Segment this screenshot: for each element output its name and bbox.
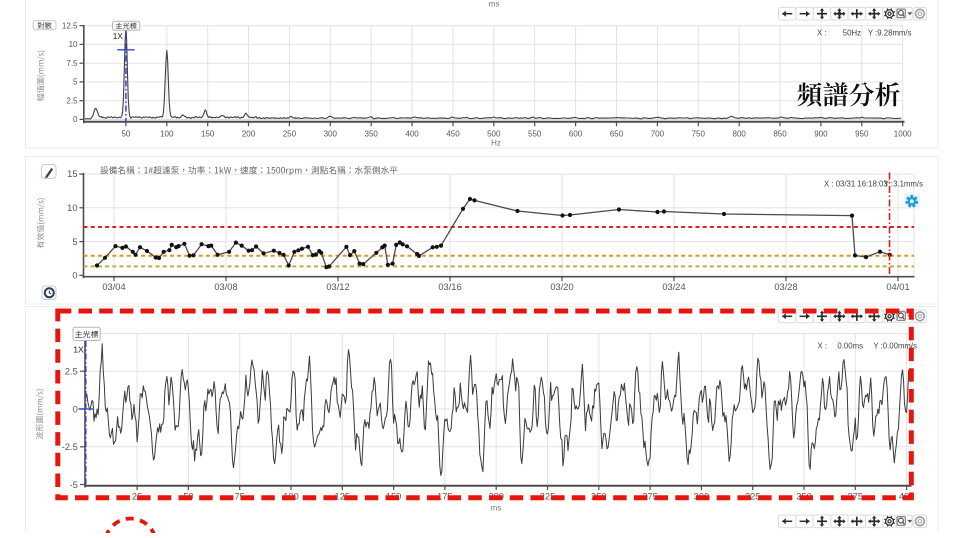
svg-text:275: 275 (642, 492, 658, 502)
svg-text:150: 150 (201, 129, 215, 138)
svg-text:03/08: 03/08 (214, 282, 237, 292)
svg-text:250: 250 (283, 129, 297, 138)
svg-text:0: 0 (73, 115, 78, 124)
svg-text:700: 700 (651, 129, 665, 138)
svg-text:2.5: 2.5 (65, 367, 78, 377)
svg-text:75: 75 (235, 492, 245, 502)
svg-text:300: 300 (324, 129, 338, 138)
svg-text:50Hz: 50Hz (843, 29, 861, 38)
svg-text:03/24: 03/24 (662, 282, 685, 292)
svg-text:15: 15 (67, 169, 77, 179)
svg-text:Y :0.00mm/s: Y :0.00mm/s (873, 341, 917, 350)
svg-text:5: 5 (72, 237, 77, 247)
svg-text:10: 10 (69, 40, 78, 49)
svg-text:650: 650 (610, 129, 624, 138)
svg-text:1X: 1X (113, 32, 124, 41)
svg-text:ms: ms (489, 0, 500, 9)
svg-text:400: 400 (405, 129, 419, 138)
svg-text:950: 950 (855, 129, 869, 138)
svg-text:125: 125 (335, 492, 351, 502)
svg-text:2.5: 2.5 (66, 97, 78, 106)
svg-text:900: 900 (814, 129, 828, 138)
svg-text:X :: X : (817, 29, 827, 38)
svg-text:0: 0 (72, 271, 77, 281)
svg-text:-2.5: -2.5 (62, 442, 78, 452)
svg-text:5: 5 (73, 78, 78, 87)
svg-text:03/28: 03/28 (774, 282, 797, 292)
svg-text:1X: 1X (73, 345, 84, 355)
svg-text:03/12: 03/12 (326, 282, 349, 292)
svg-text:12.5: 12.5 (62, 22, 78, 31)
svg-text:04/01: 04/01 (886, 282, 909, 292)
svg-text:600: 600 (569, 129, 583, 138)
svg-text:500: 500 (487, 129, 501, 138)
svg-text:Y :9.28mm/s: Y :9.28mm/s (868, 29, 912, 38)
svg-text:Y :3.1mm/s: Y :3.1mm/s (884, 179, 923, 188)
svg-text:800: 800 (733, 129, 747, 138)
svg-text:Hz: Hz (491, 139, 501, 148)
svg-text:03/20: 03/20 (550, 282, 573, 292)
svg-text:550: 550 (528, 129, 542, 138)
svg-text:-5: -5 (70, 480, 78, 490)
svg-text:850: 850 (773, 129, 787, 138)
svg-text:200: 200 (242, 129, 256, 138)
svg-text:50: 50 (121, 129, 130, 138)
svg-text:100: 100 (160, 129, 174, 138)
svg-text:750: 750 (692, 129, 706, 138)
svg-text:350: 350 (365, 129, 379, 138)
svg-text:10: 10 (67, 203, 77, 213)
svg-text:03/04: 03/04 (102, 282, 125, 292)
svg-text:0: 0 (73, 404, 78, 414)
svg-text:375: 375 (848, 492, 864, 502)
svg-text:X :: X : (818, 341, 828, 350)
svg-text:7.5: 7.5 (66, 59, 78, 68)
svg-text:X : 03/31 16:18:03: X : 03/31 16:18:03 (824, 179, 888, 188)
svg-text:0.00ms: 0.00ms (837, 341, 863, 350)
svg-text:ms: ms (491, 504, 502, 513)
svg-text:225: 225 (540, 492, 556, 502)
svg-text:325: 325 (745, 492, 761, 502)
svg-text:03/16: 03/16 (438, 282, 461, 292)
svg-text:450: 450 (446, 129, 460, 138)
svg-text:1000: 1000 (894, 129, 912, 138)
svg-text:175: 175 (437, 492, 453, 502)
